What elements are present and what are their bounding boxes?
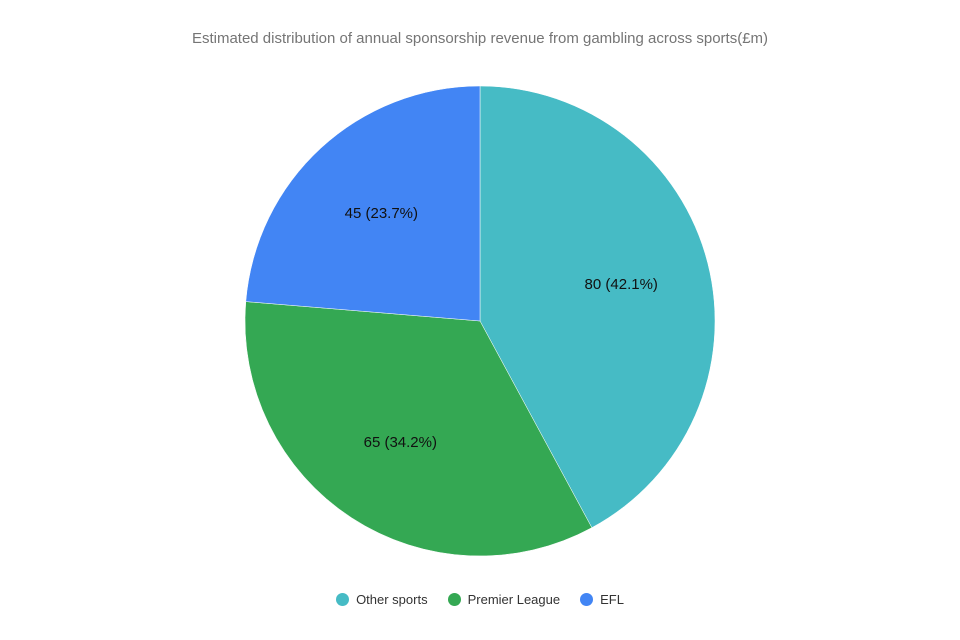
pie-label-other-sports: 80 (42.1%) (585, 276, 658, 293)
pie-slice-premier-league[interactable] (244, 301, 593, 557)
pie-slice-other-sports[interactable] (479, 85, 716, 529)
legend-label-efl: EFL (600, 592, 624, 607)
legend: Other sports Premier League EFL (0, 592, 960, 607)
pie-label-efl: 45 (23.7%) (345, 205, 418, 222)
legend-dot-efl (580, 593, 594, 606)
legend-label-other-sports: Other sports (356, 592, 428, 607)
legend-label-premier-league: Premier League (467, 592, 561, 607)
pie-slices (244, 85, 716, 557)
legend-dot-other-sports (336, 593, 350, 606)
legend-item-efl[interactable]: EFL (580, 592, 624, 607)
chart-title: Estimated distribution of annual sponsor… (191, 30, 769, 47)
legend-item-premier-league[interactable]: Premier League (447, 592, 561, 607)
legend-dot-premier-league (447, 593, 461, 606)
pie-slice-efl[interactable] (245, 85, 481, 322)
pie-label-premier-league: 65 (34.2%) (364, 434, 437, 451)
pie-labels: 80 (42.1%) 65 (34.2%) 45 (23.7%) (345, 205, 658, 451)
legend-item-other-sports[interactable]: Other sports (336, 592, 428, 607)
